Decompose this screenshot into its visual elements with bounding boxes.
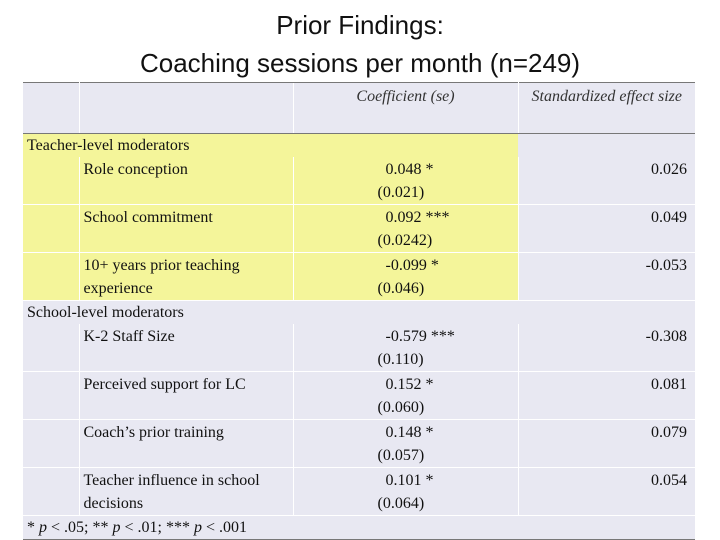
coefficient-cell: 0.148 * (0.057) [292, 419, 519, 468]
title-line-1: Prior Findings: [276, 10, 444, 40]
standardized-effect-cell: 0.026 [518, 157, 695, 205]
table-row: Role conception 0.048 * (0.021) 0.026 [23, 157, 695, 205]
coefficient-cell: 0.152 * (0.060) [292, 371, 519, 420]
coefficient-estimate: -0.099 * [385, 257, 439, 274]
table-row: 10+ years prior teaching experience -0.09… [23, 252, 695, 301]
group-label: Teacher-level moderators [23, 133, 518, 157]
standard-error: (0.064) [377, 495, 425, 512]
standard-error: (0.060) [377, 399, 425, 416]
results-table-body: Coefficient (se) Standardized effect siz… [23, 82, 695, 516]
coefficient-estimate: 0.152 * [385, 376, 434, 393]
standard-error: (0.110) [377, 351, 424, 368]
group-label: School-level moderators [27, 304, 184, 321]
row-label: 10+ years prior teaching experience [79, 252, 293, 301]
table-row: Perceived support for LC 0.152 * (0.060) 0.… [23, 371, 695, 420]
table-footer-row: * p < .05; ** p < .01; *** p < .001 [23, 515, 695, 540]
coefficient-estimate: -0.579 *** [385, 328, 455, 345]
standard-error: (0.021) [377, 184, 425, 201]
standardized-effect-cell: 0.081 [518, 371, 695, 420]
standardized-effect-cell: 0.079 [518, 419, 695, 468]
row-label: Perceived support for LC [79, 371, 293, 420]
coefficient-estimate: 0.092 *** [385, 209, 450, 226]
standardized-effect-cell: -0.053 [518, 252, 695, 301]
header-standardized-effect: Standardized effect size [518, 82, 695, 134]
row-label: School commitment [79, 204, 293, 253]
standard-error: (0.057) [377, 447, 425, 464]
coefficient-estimate: 0.101 * [385, 472, 434, 489]
group-row: School-level moderators [23, 301, 695, 325]
significance-footnote: * p < .05; ** p < .01; *** p < .001 [23, 515, 695, 540]
standard-error: (0.046) [377, 280, 425, 297]
table-row: Coach’s prior training 0.148 * (0.057) 0.07… [23, 419, 695, 468]
coefficient-cell: 0.092 *** (0.0242) [292, 204, 519, 253]
slide-title: Prior Findings: Coaching sessions per mo… [0, 6, 720, 82]
header-coefficient: Coefficient (se) [292, 82, 519, 134]
standard-error: (0.0242) [377, 232, 433, 249]
row-label: Teacher influence in school decisions [79, 467, 293, 516]
row-label: K-2 Staff Size [79, 324, 293, 372]
standardized-effect-cell: 0.049 [518, 204, 695, 253]
row-label: Role conception [79, 157, 293, 205]
group-row: Teacher-level moderators [23, 133, 695, 157]
coefficient-estimate: 0.048 * [385, 161, 434, 178]
table-row: K-2 Staff Size -0.579 *** (0.110) -0.308 [23, 324, 695, 372]
results-table: Coefficient (se) Standardized effect siz… [23, 82, 695, 540]
coefficient-cell: 0.101 * (0.064) [292, 467, 519, 516]
title-line-2: Coaching sessions per month (n=249) [139, 48, 581, 78]
standardized-effect-cell: -0.308 [518, 324, 695, 372]
row-label: Coach’s prior training [79, 419, 293, 468]
coefficient-estimate: 0.148 * [385, 424, 434, 441]
table-row: School commitment 0.092 *** (0.0242) 0.049 [23, 204, 695, 253]
table-header-row: Coefficient (se) Standardized effect siz… [23, 82, 695, 134]
results-table-container: Coefficient (se) Standardized effect siz… [23, 82, 695, 540]
coefficient-cell: -0.099 * (0.046) [292, 252, 519, 301]
coefficient-cell: -0.579 *** (0.110) [292, 324, 519, 372]
standardized-effect-cell: 0.054 [518, 467, 695, 516]
coefficient-cell: 0.048 * (0.021) [292, 157, 519, 205]
table-row: Teacher influence in school decisions 0.1… [23, 467, 695, 516]
